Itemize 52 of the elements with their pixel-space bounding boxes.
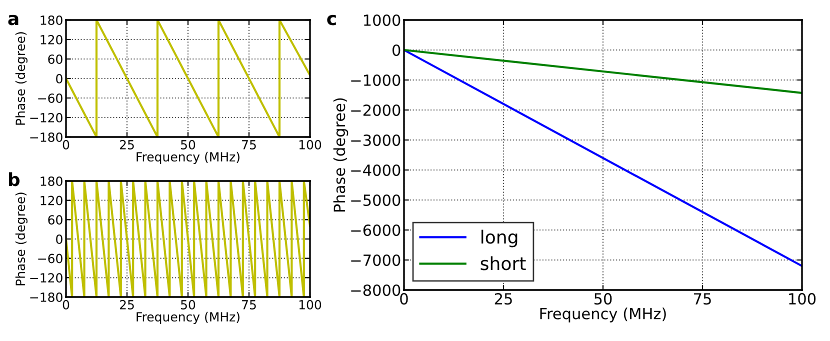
x-tick-label: 0: [62, 300, 70, 310]
y-tick-label: −3000: [351, 134, 400, 146]
y-tick-label: 120: [40, 34, 62, 44]
y-axis-title: Phase (degree): [15, 192, 28, 286]
legend-label: short: [480, 256, 526, 270]
y-tick-label: 0: [56, 234, 62, 244]
y-tick-label: 180: [40, 176, 62, 186]
y-tick-label: 1000: [364, 14, 400, 26]
y-tick-label: −7000: [351, 254, 400, 266]
x-axis-title: Frequency (MHz): [540, 308, 666, 322]
x-tick-label: 25: [120, 140, 134, 150]
y-tick-label: −120: [30, 112, 62, 122]
x-tick-label: 100: [299, 140, 322, 150]
x-tick-label: 50: [181, 140, 196, 150]
y-tick-label: 60: [48, 54, 62, 64]
y-tick-label: 60: [48, 215, 62, 225]
y-tick-label: 180: [40, 15, 62, 25]
text: c: [327, 14, 336, 26]
y-tick-label: 0: [392, 44, 400, 56]
x-tick-label: 100: [299, 300, 322, 310]
y-axis-title: Phase (degree): [333, 98, 348, 212]
x-axis-title: Frequency (MHz): [136, 152, 240, 164]
x-tick-label: 75: [242, 140, 256, 150]
x-tick-label: 75: [694, 293, 711, 305]
y-tick-label: −6000: [351, 224, 400, 236]
x-tick-label: 0: [62, 140, 70, 150]
line-series: [66, 20, 310, 137]
y-tick-label: −8000: [351, 284, 400, 296]
y-tick-label: −60: [38, 254, 62, 264]
y-tick-label: 0: [56, 74, 62, 84]
line-series: [66, 181, 310, 297]
x-tick-label: 25: [494, 293, 512, 305]
text: b: [8, 172, 20, 186]
x-tick-label: 75: [242, 300, 256, 310]
y-tick-label: −4000: [351, 164, 400, 176]
y-tick-label: −120: [30, 273, 62, 283]
legend-label: long: [482, 230, 518, 248]
y-tick-label: −5000: [351, 194, 400, 206]
x-tick-label: 0: [400, 293, 408, 305]
text: a: [8, 14, 18, 26]
x-tick-label: 100: [789, 293, 816, 305]
y-tick-label: −180: [30, 292, 62, 302]
y-tick-label: −2000: [351, 104, 400, 116]
y-tick-label: −1000: [351, 74, 400, 86]
y-tick-label: 120: [40, 196, 62, 206]
x-tick-label: 50: [181, 300, 196, 310]
y-tick-label: −60: [38, 93, 62, 103]
x-tick-label: 50: [594, 293, 612, 305]
x-axis-title: Frequency (MHz): [136, 312, 240, 324]
y-axis-title: Phase (degree): [15, 32, 28, 125]
y-tick-label: −180: [30, 132, 62, 142]
x-tick-label: 25: [120, 300, 134, 310]
